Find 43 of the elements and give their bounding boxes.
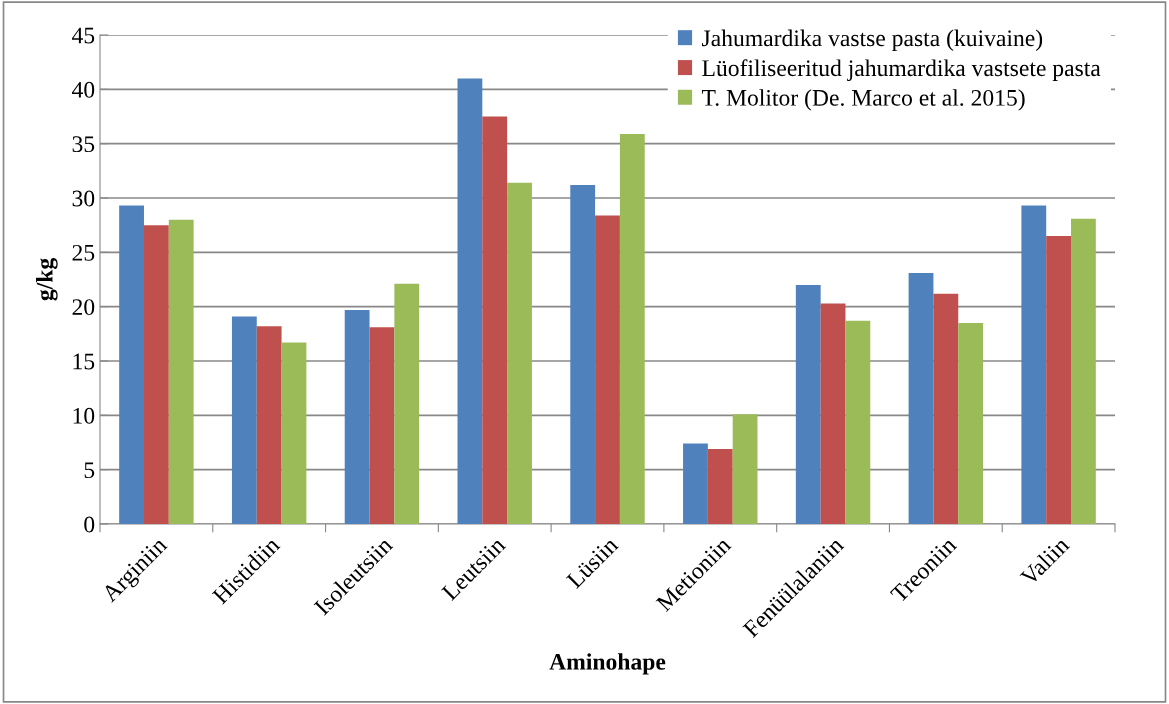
bar <box>369 327 395 524</box>
bar <box>119 205 144 524</box>
x-axis-title: Aminohape <box>549 653 666 675</box>
y-tick-label: 20 <box>72 299 95 316</box>
bar <box>344 309 370 524</box>
bar <box>482 116 508 524</box>
bar <box>256 326 282 524</box>
bar <box>795 284 821 524</box>
bar <box>231 316 257 524</box>
bar <box>683 443 708 524</box>
y-axis-title: g/kg <box>36 258 58 301</box>
y-tick-label: 15 <box>73 353 95 370</box>
bar <box>845 320 871 524</box>
bar <box>707 449 733 524</box>
x-tick-label: Valiin <box>1018 535 1071 587</box>
y-tick-label: 40 <box>71 81 95 98</box>
bar <box>394 283 420 524</box>
bar <box>933 293 959 524</box>
y-tick-label: 0 <box>84 516 95 533</box>
bar <box>168 219 194 524</box>
bar <box>958 322 984 524</box>
bar <box>1046 236 1072 524</box>
bar <box>1071 218 1096 524</box>
legend-label: Lüofiliseeritud jahumardika vastsete pasta <box>702 59 1101 81</box>
y-tick-label: 10 <box>73 407 95 424</box>
bar <box>507 182 532 524</box>
legend-label: Jahumardika vastse pasta (kuivaine) <box>702 29 1043 52</box>
bar <box>595 215 620 524</box>
y-tick-label: 45 <box>71 27 95 44</box>
y-tick-label: 35 <box>72 136 95 153</box>
bar <box>908 272 934 524</box>
y-tick-label: 25 <box>72 244 95 261</box>
bar <box>820 303 846 524</box>
bar <box>732 414 758 524</box>
legend-label: T. Molitor (De. Marco et al. 2015) <box>701 89 1025 111</box>
y-tick-label: 5 <box>84 462 95 479</box>
bar <box>143 225 169 524</box>
bar <box>457 78 483 524</box>
bar <box>1021 205 1047 524</box>
bar <box>570 184 596 524</box>
bar <box>281 342 307 524</box>
bar <box>619 133 645 524</box>
y-tick-label: 30 <box>72 190 95 207</box>
